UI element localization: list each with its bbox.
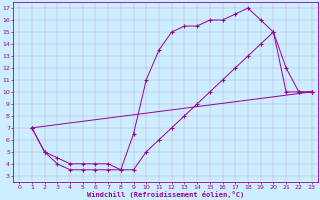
X-axis label: Windchill (Refroidissement éolien,°C): Windchill (Refroidissement éolien,°C) bbox=[87, 191, 244, 198]
